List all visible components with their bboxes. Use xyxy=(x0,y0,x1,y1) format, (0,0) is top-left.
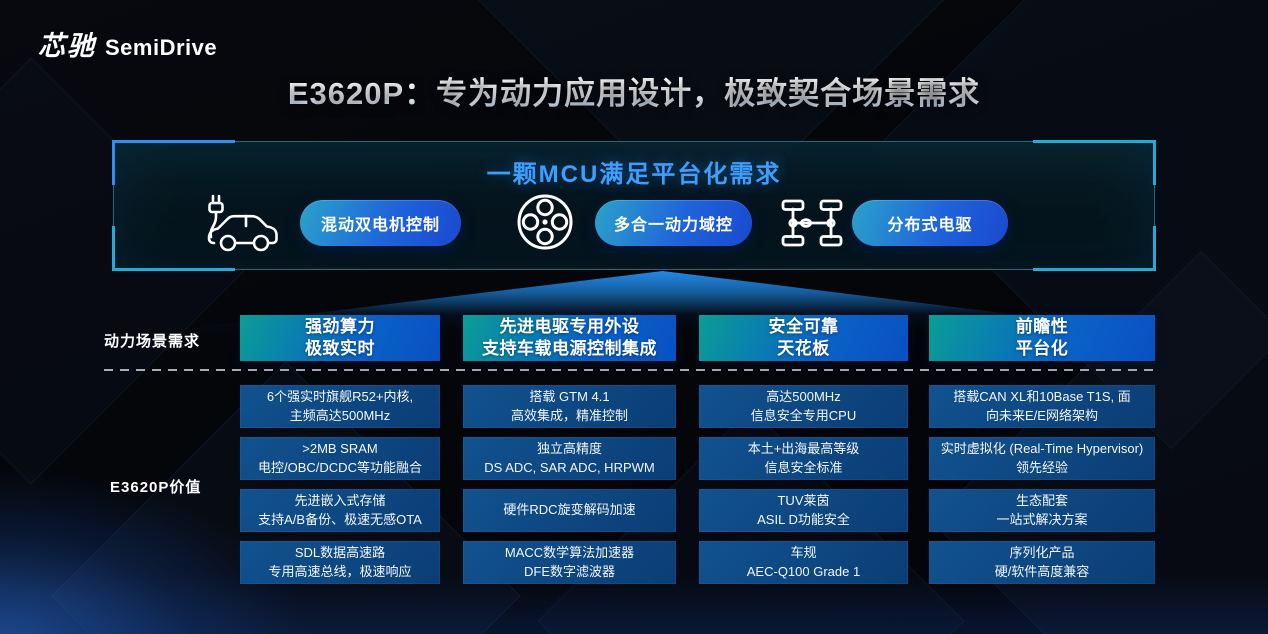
value-line: 搭载CAN XL和10Base T1S, 面 xyxy=(953,388,1131,404)
corner-bracket xyxy=(112,140,235,185)
column-header: 前瞻性 平台化 xyxy=(929,315,1155,361)
column-compute: 强劲算力 极致实时 6个强实时旗舰R52+内核, 主频高达500MHz >2MB… xyxy=(240,315,440,585)
value-line: 向未来E/E网络架构 xyxy=(986,407,1098,423)
value-box: 实时虚拟化 (Real-Time Hypervisor) 领先经验 xyxy=(929,437,1155,480)
row-label-e3620p-value: E3620P价值 xyxy=(110,479,202,496)
electric-car-icon xyxy=(198,192,290,254)
corner-bracket xyxy=(1033,226,1156,271)
logo-chinese: 芯驰 xyxy=(38,31,96,62)
corner-bracket xyxy=(1033,140,1156,185)
value-line: ASIL D功能安全 xyxy=(757,511,850,527)
value-line: 专用高速总线，极速响应 xyxy=(268,563,412,579)
value-line: MACC数学算法加速器 xyxy=(504,544,635,560)
value-line: 车规 xyxy=(790,544,817,560)
value-line: SDL数据高速路 xyxy=(294,544,386,560)
column-header: 安全可靠 天花板 xyxy=(699,315,908,361)
value-line: >2MB SRAM xyxy=(302,440,378,456)
value-box: 6个强实时旗舰R52+内核, 主频高达500MHz xyxy=(240,385,440,428)
drivetrain-icon xyxy=(777,197,847,249)
column-edrive-peripherals: 先进电驱专用外设 支持车载电源控制集成 搭载 GTM 4.1 高效集成，精准控制… xyxy=(463,315,676,585)
motor-icon xyxy=(513,190,577,254)
value-box: 高达500MHz 信息安全专用CPU xyxy=(699,385,908,428)
value-line: 电控/OBC/DCDC等功能融合 xyxy=(258,459,422,475)
value-line: 支持A/B备份、极速无感OTA xyxy=(258,511,422,527)
value-line: 一站式解决方案 xyxy=(996,511,1088,527)
header-line: 平台化 xyxy=(1015,339,1069,358)
value-box: 先进嵌入式存储 支持A/B备份、极速无感OTA xyxy=(240,489,440,532)
value-box: MACC数学算法加速器 DFE数字滤波器 xyxy=(463,541,676,584)
header-line: 前瞻性 xyxy=(1015,316,1069,336)
semidrive-logo: 芯驰 SemiDrive xyxy=(38,24,217,63)
use-case-pill-domain-control: 多合一动力域控 xyxy=(595,200,752,246)
value-box: TUV莱茵 ASIL D功能安全 xyxy=(699,489,908,532)
header-line: 极致实时 xyxy=(305,339,375,358)
value-line: 搭载 GTM 4.1 xyxy=(529,388,610,404)
value-line: 独立高精度 xyxy=(536,440,602,456)
header-line: 天花板 xyxy=(777,339,830,358)
value-box: 搭载CAN XL和10Base T1S, 面 向未来E/E网络架构 xyxy=(929,385,1155,428)
value-box: 车规 AEC-Q100 Grade 1 xyxy=(699,541,908,584)
value-line: 信息安全标准 xyxy=(764,459,843,475)
value-line: 6个强实时旗舰R52+内核, xyxy=(266,388,414,404)
value-line: 实时虚拟化 (Real-Time Hypervisor) xyxy=(940,440,1144,456)
dashed-divider xyxy=(104,369,1160,371)
value-line: 领先经验 xyxy=(1015,459,1068,475)
value-line: 硬/软件高度兼容 xyxy=(994,563,1090,579)
logo-english: SemiDrive xyxy=(105,35,218,60)
platform-banner: 一颗MCU满足平台化需求 混动双电机控制 xyxy=(112,140,1156,271)
row-label-scenario-needs: 动力场景需求 xyxy=(104,333,201,350)
header-line: 支持车载电源控制集成 xyxy=(482,339,657,358)
value-line: 本土+出海最高等级 xyxy=(747,440,860,456)
value-box: >2MB SRAM 电控/OBC/DCDC等功能融合 xyxy=(240,437,440,480)
column-security: 安全可靠 天花板 高达500MHz 信息安全专用CPU 本土+出海最高等级 信息… xyxy=(699,315,908,585)
value-box: 生态配套 一站式解决方案 xyxy=(929,489,1155,532)
column-header: 先进电驱专用外设 支持车载电源控制集成 xyxy=(463,315,676,361)
value-box: 硬件RDC旋变解码加速 xyxy=(463,489,676,532)
value-line: 信息安全专用CPU xyxy=(750,407,857,423)
use-case-pill-dual-motor: 混动双电机控制 xyxy=(300,200,461,246)
value-box: 独立高精度 DS ADC, SAR ADC, HRPWM xyxy=(463,437,676,480)
header-line: 安全可靠 xyxy=(768,316,839,336)
value-line: 生态配套 xyxy=(1015,492,1068,508)
column-header: 强劲算力 极致实时 xyxy=(240,315,440,361)
banner-title: 一颗MCU满足平台化需求 xyxy=(486,161,782,188)
value-line: 高达500MHz xyxy=(766,388,841,404)
value-box: 本土+出海最高等级 信息安全标准 xyxy=(699,437,908,480)
header-line: 强劲算力 xyxy=(305,316,375,336)
value-line: DS ADC, SAR ADC, HRPWM xyxy=(484,459,655,475)
use-case-pill-distributed-edrive: 分布式电驱 xyxy=(852,200,1008,246)
value-box: 序列化产品 硬/软件高度兼容 xyxy=(929,541,1155,584)
value-line: AEC-Q100 Grade 1 xyxy=(746,563,861,579)
value-line: 硬件RDC旋变解码加速 xyxy=(503,502,636,518)
value-line: TUV莱茵 xyxy=(777,492,830,508)
value-line: 先进嵌入式存储 xyxy=(294,492,386,508)
header-line: 先进电驱专用外设 xyxy=(499,316,640,336)
column-platform: 前瞻性 平台化 搭载CAN XL和10Base T1S, 面 向未来E/E网络架… xyxy=(929,315,1155,585)
value-line: 序列化产品 xyxy=(1009,544,1075,560)
value-box: 搭载 GTM 4.1 高效集成，精准控制 xyxy=(463,385,676,428)
corner-bracket xyxy=(112,226,235,271)
background-shape xyxy=(0,57,245,485)
value-line: 高效集成，精准控制 xyxy=(510,407,628,423)
value-box: SDL数据高速路 专用高速总线，极速响应 xyxy=(240,541,440,584)
value-line: 主频高达500MHz xyxy=(289,407,391,423)
page-title: E3620P：专为动力应用设计，极致契合场景需求 xyxy=(0,68,1268,113)
value-line: DFE数字滤波器 xyxy=(523,563,615,579)
